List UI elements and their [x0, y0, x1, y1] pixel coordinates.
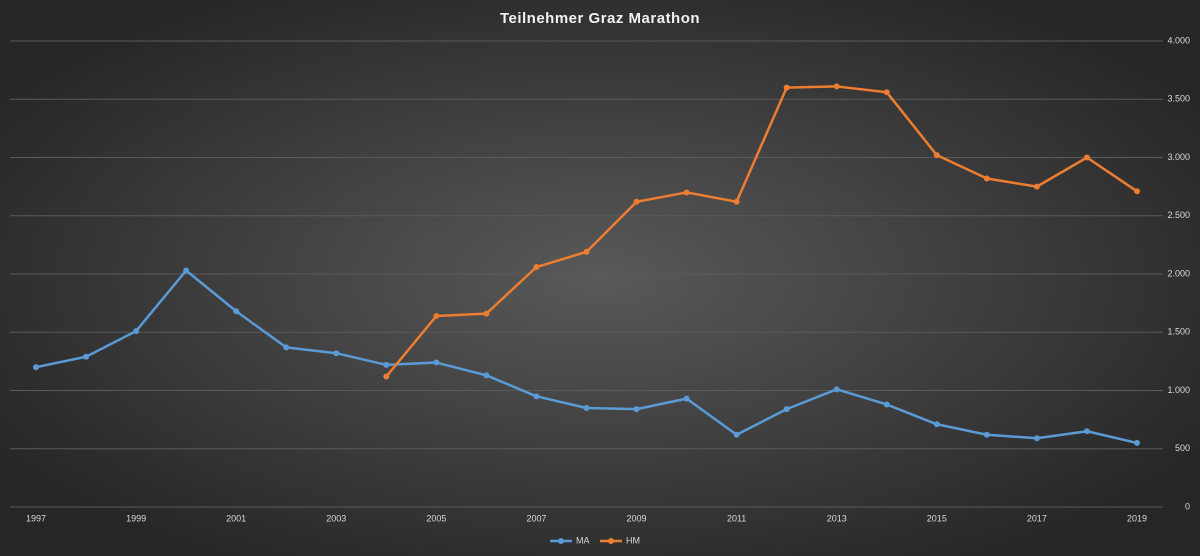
data-point [883, 401, 890, 408]
y-tick-label: 0 [1185, 501, 1190, 511]
y-tick-label: 500 [1175, 443, 1190, 453]
data-point [233, 308, 240, 315]
data-point [383, 373, 390, 380]
plot [33, 83, 1140, 446]
series-line [385, 85, 1138, 378]
x-tick-label: 2007 [526, 513, 546, 523]
data-point [133, 328, 140, 335]
data-point [1134, 439, 1140, 446]
data-point [783, 406, 790, 413]
x-tick-label: 2017 [1027, 513, 1047, 523]
legend-marker [558, 538, 564, 544]
data-point [933, 421, 940, 428]
x-tick-label: 2003 [326, 513, 346, 523]
data-point [333, 350, 340, 357]
data-point [283, 344, 290, 351]
chart-title: Teilnehmer Graz Marathon [500, 10, 700, 27]
data-point [433, 359, 440, 366]
data-point [883, 89, 890, 96]
data-point [633, 198, 640, 205]
data-point [983, 175, 990, 182]
legend-marker [608, 538, 614, 544]
data-point [583, 404, 590, 411]
data-point [1083, 154, 1090, 161]
data-point [933, 152, 940, 159]
x-tick-label: 2019 [1127, 513, 1147, 523]
data-point [833, 386, 840, 393]
legend-label: MA [576, 535, 590, 545]
y-tick-label: 1.500 [1167, 327, 1190, 337]
x-tick-label: 1997 [26, 513, 46, 523]
data-point [833, 83, 840, 90]
data-point [733, 198, 740, 205]
data-point [483, 310, 490, 317]
y-tick-label: 1.000 [1167, 385, 1190, 395]
x-tick-label: 2013 [827, 513, 847, 523]
data-point [483, 372, 490, 379]
y-tick-label: 2.000 [1167, 268, 1190, 278]
x-tick-label: 2001 [226, 513, 246, 523]
data-point [733, 431, 740, 438]
data-point [33, 364, 39, 371]
y-tick-label: 4.000 [1167, 35, 1190, 45]
y-tick-label: 2.500 [1167, 210, 1190, 220]
x-tick-label: 2015 [927, 513, 947, 523]
data-point [533, 393, 540, 400]
x-tick-label: 2011 [727, 513, 746, 523]
x-tick-label: 1999 [126, 513, 146, 523]
data-point [633, 406, 640, 413]
x-tick-label: 2009 [627, 513, 647, 523]
legend-label: HM [626, 535, 640, 545]
y-tick-label: 3.500 [1167, 94, 1190, 104]
data-point [983, 431, 990, 438]
data-point [83, 353, 90, 360]
data-point [1083, 428, 1090, 435]
data-point [583, 248, 590, 255]
legend: MA HM [550, 535, 640, 545]
data-point [383, 361, 390, 368]
data-point [1033, 183, 1040, 190]
x-tick-label: 2005 [426, 513, 446, 523]
data-point [683, 395, 690, 402]
data-point [1033, 435, 1040, 442]
data-point [683, 189, 690, 196]
data-point [783, 84, 790, 91]
data-point [1134, 188, 1140, 195]
data-point [433, 312, 440, 319]
data-point [183, 267, 190, 274]
y-tick-label: 3.000 [1167, 152, 1190, 162]
grid: 0 500 1.000 1.500 2.000 2.500 3.000 3.500 4.000 1… [10, 35, 1190, 523]
data-point [533, 264, 540, 271]
